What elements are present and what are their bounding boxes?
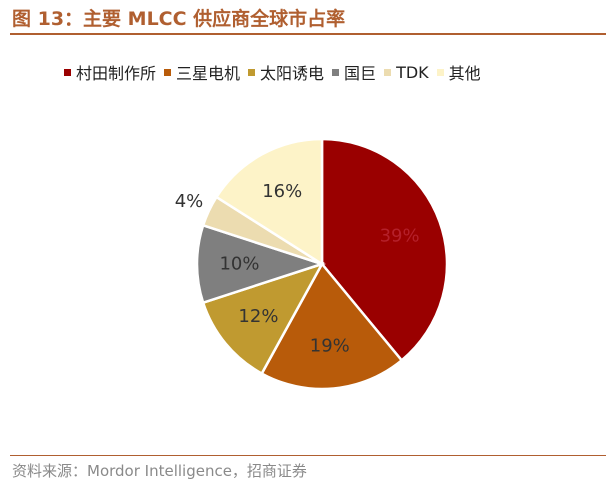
legend-label: TDK bbox=[396, 62, 429, 82]
legend-item: TDK bbox=[384, 63, 429, 82]
figure-title: 图 13：主要 MLCC 供应商全球市占率 bbox=[12, 8, 346, 30]
slice-label: 16% bbox=[262, 181, 302, 202]
legend: 村田制作所 三星电机 太阳诱电 国巨 TDK 其他 bbox=[64, 60, 481, 84]
legend-label: 太阳诱电 bbox=[260, 64, 325, 83]
pie-slice bbox=[214, 137, 324, 267]
legend-swatch bbox=[332, 68, 340, 76]
legend-swatch bbox=[436, 68, 444, 76]
source-divider bbox=[10, 455, 606, 456]
source-note: 资料来源：Mordor Intelligence，招商证券 bbox=[12, 462, 307, 480]
pie-slice bbox=[320, 137, 449, 363]
slice-label: 39% bbox=[380, 226, 420, 247]
legend-swatch bbox=[64, 68, 71, 76]
legend-swatch bbox=[164, 68, 172, 76]
legend-swatch bbox=[384, 68, 392, 76]
slice-label: 10% bbox=[219, 254, 259, 275]
legend-label: 村田制作所 bbox=[76, 64, 157, 83]
pie-slice bbox=[201, 261, 325, 376]
legend-label: 三星电机 bbox=[176, 64, 241, 83]
slice-label: 19% bbox=[310, 336, 350, 357]
pie-slice bbox=[195, 223, 327, 305]
legend-item: 太阳诱电 bbox=[248, 60, 324, 84]
title-divider bbox=[10, 33, 606, 35]
legend-label: 其他 bbox=[448, 64, 481, 83]
legend-label: 国巨 bbox=[344, 64, 377, 83]
legend-item: 国巨 bbox=[332, 60, 376, 84]
legend-item: 其他 bbox=[436, 60, 481, 84]
legend-item: 三星电机 bbox=[164, 60, 240, 84]
legend-item: 村田制作所 bbox=[64, 60, 156, 84]
legend-swatch bbox=[248, 68, 256, 76]
pie-slice bbox=[260, 261, 404, 391]
slice-label: 12% bbox=[238, 306, 278, 327]
slice-label: 4% bbox=[175, 191, 204, 212]
